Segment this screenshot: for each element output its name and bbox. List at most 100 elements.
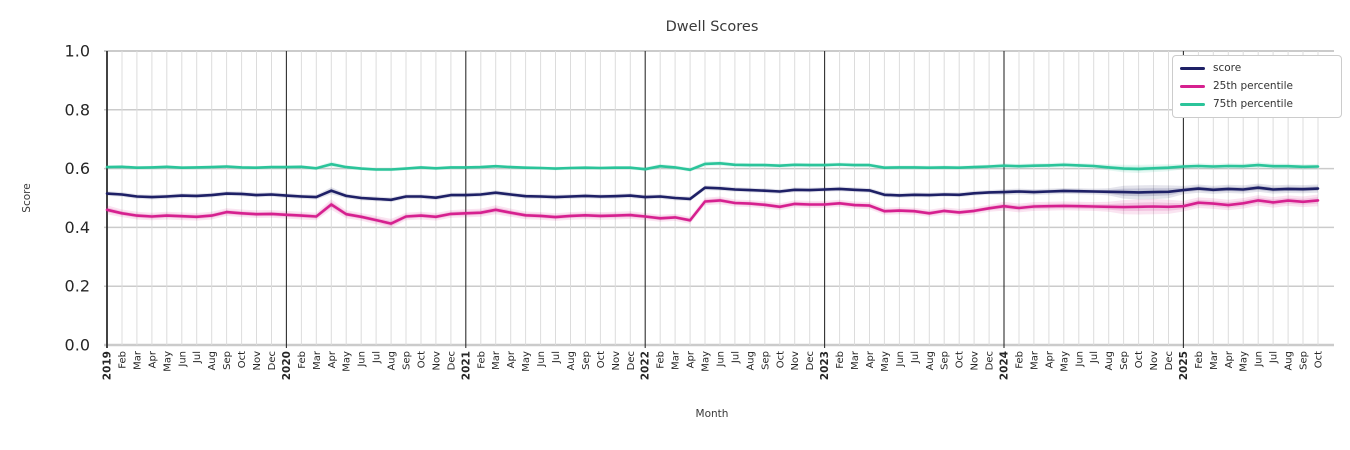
x-tick-month-label: Sep <box>940 351 951 370</box>
x-tick-month-label: Jun <box>177 351 188 368</box>
x-tick-month-label: Mar <box>850 350 861 370</box>
x-tick-month-label: Feb <box>656 351 667 369</box>
x-tick-month-label: Oct <box>237 351 248 368</box>
y-tick-label: 0.0 <box>65 336 90 355</box>
x-tick-month-label: May <box>162 351 173 372</box>
x-tick-month-label: May <box>880 351 891 372</box>
x-tick-month-label: Jul <box>1269 351 1280 364</box>
x-tick-month-label: Nov <box>252 351 263 371</box>
x-tick-month-label: Dec <box>985 351 996 370</box>
series-lines-layer <box>105 162 1320 225</box>
x-tick-month-label: Sep <box>1119 351 1130 370</box>
x-tick-month-label: Apr <box>1224 350 1235 368</box>
x-tick-month-label: Sep <box>581 351 592 370</box>
y-tick-label: 0.4 <box>65 218 90 237</box>
x-tick-month-label: Dec <box>1164 351 1175 370</box>
x-tick-month-label: May <box>521 351 532 372</box>
x-tick-month-label: Apr <box>506 350 517 368</box>
x-axis-title: Month <box>696 408 729 420</box>
x-tick-month-label: Apr <box>327 350 338 368</box>
x-tick-month-label: Mar <box>671 350 682 370</box>
x-tick-month-label: Nov <box>970 351 981 371</box>
y-tick-labels: 0.0 0.2 0.4 0.6 0.8 1.0 <box>65 42 90 355</box>
x-tick-month-label: Jun <box>716 351 727 368</box>
x-tick-month-label: Aug <box>925 351 936 371</box>
x-tick-month-label: Nov <box>431 351 442 371</box>
x-tick-year-label: 2022 <box>640 351 652 380</box>
x-tick-month-label: Dec <box>626 351 637 370</box>
x-tick-month-label: Apr <box>147 350 158 368</box>
x-tick-month-label: Mar <box>312 350 323 370</box>
x-tick-month-label: Nov <box>611 351 622 371</box>
legend-swatch-25th-percentile <box>1180 85 1205 88</box>
x-tick-year-label: 2021 <box>460 351 472 380</box>
x-tick-month-label: Sep <box>1299 351 1310 370</box>
x-tick-month-label: Apr <box>686 350 697 368</box>
x-tick-month-label: Aug <box>745 351 756 371</box>
legend-swatch-75th-percentile <box>1180 103 1205 106</box>
legend-label-25th-percentile: 25th percentile <box>1213 80 1293 93</box>
x-tick-month-label: Oct <box>417 351 428 368</box>
x-tick-month-label: Sep <box>760 351 771 370</box>
x-tick-month-label: Nov <box>790 351 801 371</box>
x-tick-month-label: Jul <box>372 351 383 364</box>
x-tick-month-label: Aug <box>387 351 398 371</box>
x-tick-month-label: Mar <box>1209 350 1220 370</box>
x-tick-month-label: Aug <box>1284 351 1295 371</box>
x-tick-month-label: Oct <box>1134 351 1145 368</box>
y-tick-label: 0.8 <box>65 100 90 119</box>
series-line-75th-percentile <box>105 162 1320 172</box>
x-tick-year-label: 2025 <box>1178 351 1190 380</box>
chart-title: Dwell Scores <box>666 19 759 35</box>
x-tick-month-label: May <box>701 351 712 372</box>
x-tick-month-label: May <box>1239 351 1250 372</box>
x-tick-month-label: Mar <box>1029 350 1040 370</box>
x-tick-month-label: Sep <box>222 351 233 370</box>
y-tick-label: 1.0 <box>65 42 90 61</box>
legend-label-score: score <box>1213 62 1242 75</box>
x-tick-month-label: May <box>342 351 353 372</box>
x-tick-month-label: Jul <box>1089 351 1100 364</box>
x-tick-month-label: May <box>1059 351 1070 372</box>
x-tick-month-label: Dec <box>267 351 278 370</box>
y-tick-label: 0.6 <box>65 159 90 178</box>
x-tick-month-label: Sep <box>402 351 413 370</box>
x-tick-month-label: Feb <box>297 351 308 369</box>
x-tick-month-label: Jun <box>357 351 368 368</box>
x-tick-year-label: 2024 <box>999 351 1011 380</box>
legend-item-75th-percentile: 75th percentile <box>1180 97 1333 112</box>
x-tick-month-label: Aug <box>1104 351 1115 371</box>
x-tick-year-label: 2020 <box>281 351 293 380</box>
series-line-score <box>105 186 1320 202</box>
x-tick-month-label: Dec <box>805 351 816 370</box>
confidence-band-75th-percentile <box>107 161 1318 173</box>
legend-item-25th-percentile: 25th percentile <box>1180 79 1333 94</box>
legend-swatch-score <box>1180 67 1205 70</box>
x-tick-year-label: 2023 <box>819 351 831 380</box>
confidence-band-25th-percentile <box>107 194 1318 229</box>
x-tick-month-label: Apr <box>865 350 876 368</box>
legend-label-75th-percentile: 75th percentile <box>1213 98 1293 111</box>
x-tick-month-label: Jul <box>192 351 203 364</box>
x-tick-month-label: Feb <box>1194 351 1205 369</box>
x-tick-month-label: Oct <box>1314 351 1325 368</box>
x-tick-month-label: Dec <box>446 351 457 370</box>
x-tick-month-label: Jun <box>895 351 906 368</box>
legend: score 25th percentile 75th percentile <box>1172 55 1342 118</box>
x-tick-month-label: Aug <box>566 351 577 371</box>
x-tick-year-label: 2019 <box>102 351 114 380</box>
x-tick-month-label: Feb <box>1015 351 1026 369</box>
x-tick-month-label: Jul <box>910 351 921 364</box>
x-tick-labels: 2019 Feb Mar Apr May Jun Jul Aug Sep Oct Nov Dec 202… <box>102 350 1325 380</box>
series-line-25th-percentile <box>105 199 1320 225</box>
x-tick-month-label: Feb <box>835 351 846 369</box>
y-axis-title: Score <box>21 183 33 212</box>
x-tick-month-label: Mar <box>491 350 502 370</box>
legend-item-score: score <box>1180 61 1333 76</box>
x-tick-month-label: Jun <box>536 351 547 368</box>
y-tick-label: 0.2 <box>65 277 90 296</box>
x-tick-month-label: Feb <box>118 351 129 369</box>
x-tick-month-label: Jul <box>551 351 562 364</box>
